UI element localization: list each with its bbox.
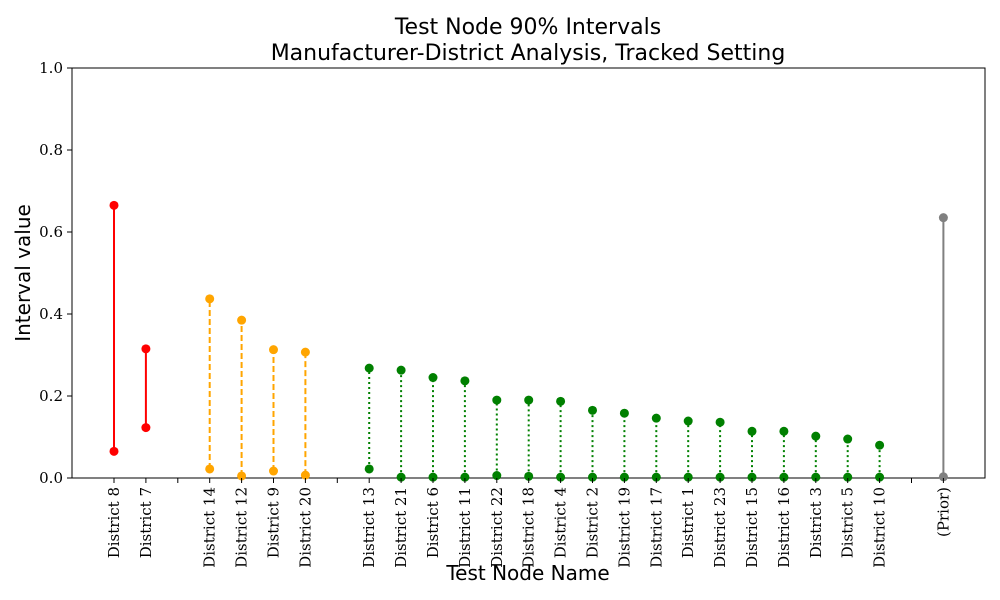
y-tick-label: 0.4: [39, 305, 63, 323]
x-tick-label: District 21: [392, 487, 410, 568]
x-tick-label: (Prior): [934, 487, 952, 537]
interval-lower-point: [492, 471, 502, 481]
x-tick-label: District 10: [871, 487, 889, 568]
x-tick-label: District 16: [775, 487, 793, 568]
x-tick-label: District 19: [615, 487, 633, 568]
interval-upper-point: [651, 413, 661, 423]
interval-upper-point: [811, 431, 821, 441]
interval-lower-point: [619, 472, 629, 482]
interval-lower-point: [396, 472, 406, 482]
interval-lower-point: [364, 464, 374, 474]
x-tick-label: District 22: [488, 487, 506, 568]
x-tick-label: District 20: [296, 487, 314, 568]
x-tick-label: District 15: [743, 487, 761, 568]
y-tick-label: 1.0: [39, 59, 63, 77]
x-axis-label: Test Node Name: [445, 561, 609, 585]
y-tick-label: 0.0: [39, 469, 63, 487]
x-tick-label: District 18: [520, 487, 538, 568]
x-tick-label: District 9: [265, 487, 283, 558]
interval-upper-point: [460, 376, 470, 386]
interval-upper-point: [269, 345, 278, 355]
interval-upper-point: [300, 347, 310, 357]
interval-upper-point: [747, 426, 757, 436]
interval-lower-point: [205, 464, 215, 474]
chart-title-line-2: Manufacturer-District Analysis, Tracked …: [271, 41, 786, 66]
interval-upper-point: [524, 395, 534, 405]
interval-lower-point: [938, 472, 948, 482]
x-tick-label: District 23: [711, 487, 729, 568]
plot-frame: [71, 67, 986, 479]
interval-lower-point: [109, 446, 119, 456]
y-tick-label: 0.2: [39, 387, 63, 405]
interval-lower-point: [556, 472, 566, 482]
x-tick-label: District 6: [424, 487, 442, 558]
interval-lower-point: [779, 472, 789, 482]
y-axis-label: Interval value: [11, 204, 35, 342]
interval-lower-point: [747, 472, 757, 482]
x-tick-label: District 14: [201, 487, 219, 568]
interval-upper-point: [141, 344, 151, 354]
interval-lower-point: [141, 423, 151, 433]
interval-lower-point: [460, 472, 470, 482]
interval-upper-point: [396, 365, 406, 375]
interval-upper-point: [875, 440, 885, 450]
interval-upper-point: [619, 408, 629, 418]
interval-lower-point: [651, 472, 661, 482]
interval-upper-point: [428, 373, 438, 383]
x-tick-label: District 11: [456, 487, 474, 568]
x-tick-label: District 4: [552, 487, 570, 558]
interval-lower-point: [269, 466, 278, 476]
x-tick-label: District 1: [679, 487, 697, 558]
interval-upper-point: [715, 417, 725, 427]
x-tick-label: District 2: [584, 487, 602, 558]
interval-lower-point: [715, 472, 725, 482]
interval-upper-point: [205, 294, 215, 304]
interval-upper-point: [492, 395, 502, 405]
x-tick-label: District 8: [105, 487, 123, 558]
interval-upper-point: [843, 434, 853, 444]
x-tick-label: District 3: [807, 487, 825, 558]
x-tick-label: District 12: [233, 487, 251, 568]
x-tick-label: District 5: [839, 487, 857, 558]
interval-upper-point: [683, 416, 693, 426]
interval-lower-point: [428, 472, 438, 482]
interval-lower-point: [683, 472, 693, 482]
chart-title-line-1: Test Node 90% Intervals: [394, 15, 661, 40]
y-tick-label: 0.6: [39, 223, 63, 241]
interval-upper-point: [588, 405, 597, 415]
y-tick-label: 0.8: [39, 141, 63, 159]
interval-lower-point: [300, 470, 310, 480]
x-tick-label: District 17: [647, 487, 665, 568]
interval-lower-point: [524, 471, 534, 481]
interval-upper-point: [109, 200, 119, 210]
interval-upper-point: [938, 213, 948, 223]
plot-area: 0.0 0.2 0.4 0.6 0.8 1.0 District 8 District 7 Di…: [39, 59, 986, 568]
x-tick-label: District 7: [137, 487, 155, 558]
interval-upper-point: [364, 363, 374, 373]
interval-upper-point: [556, 396, 566, 406]
interval-upper-point: [237, 315, 247, 325]
interval-lower-point: [588, 472, 597, 482]
x-tick-label: District 13: [360, 487, 378, 568]
interval-lower-point: [875, 472, 885, 482]
interval-lower-point: [843, 472, 853, 482]
interval-lower-point: [811, 472, 821, 482]
interval-lower-point: [237, 471, 247, 481]
interval-upper-point: [779, 426, 789, 436]
